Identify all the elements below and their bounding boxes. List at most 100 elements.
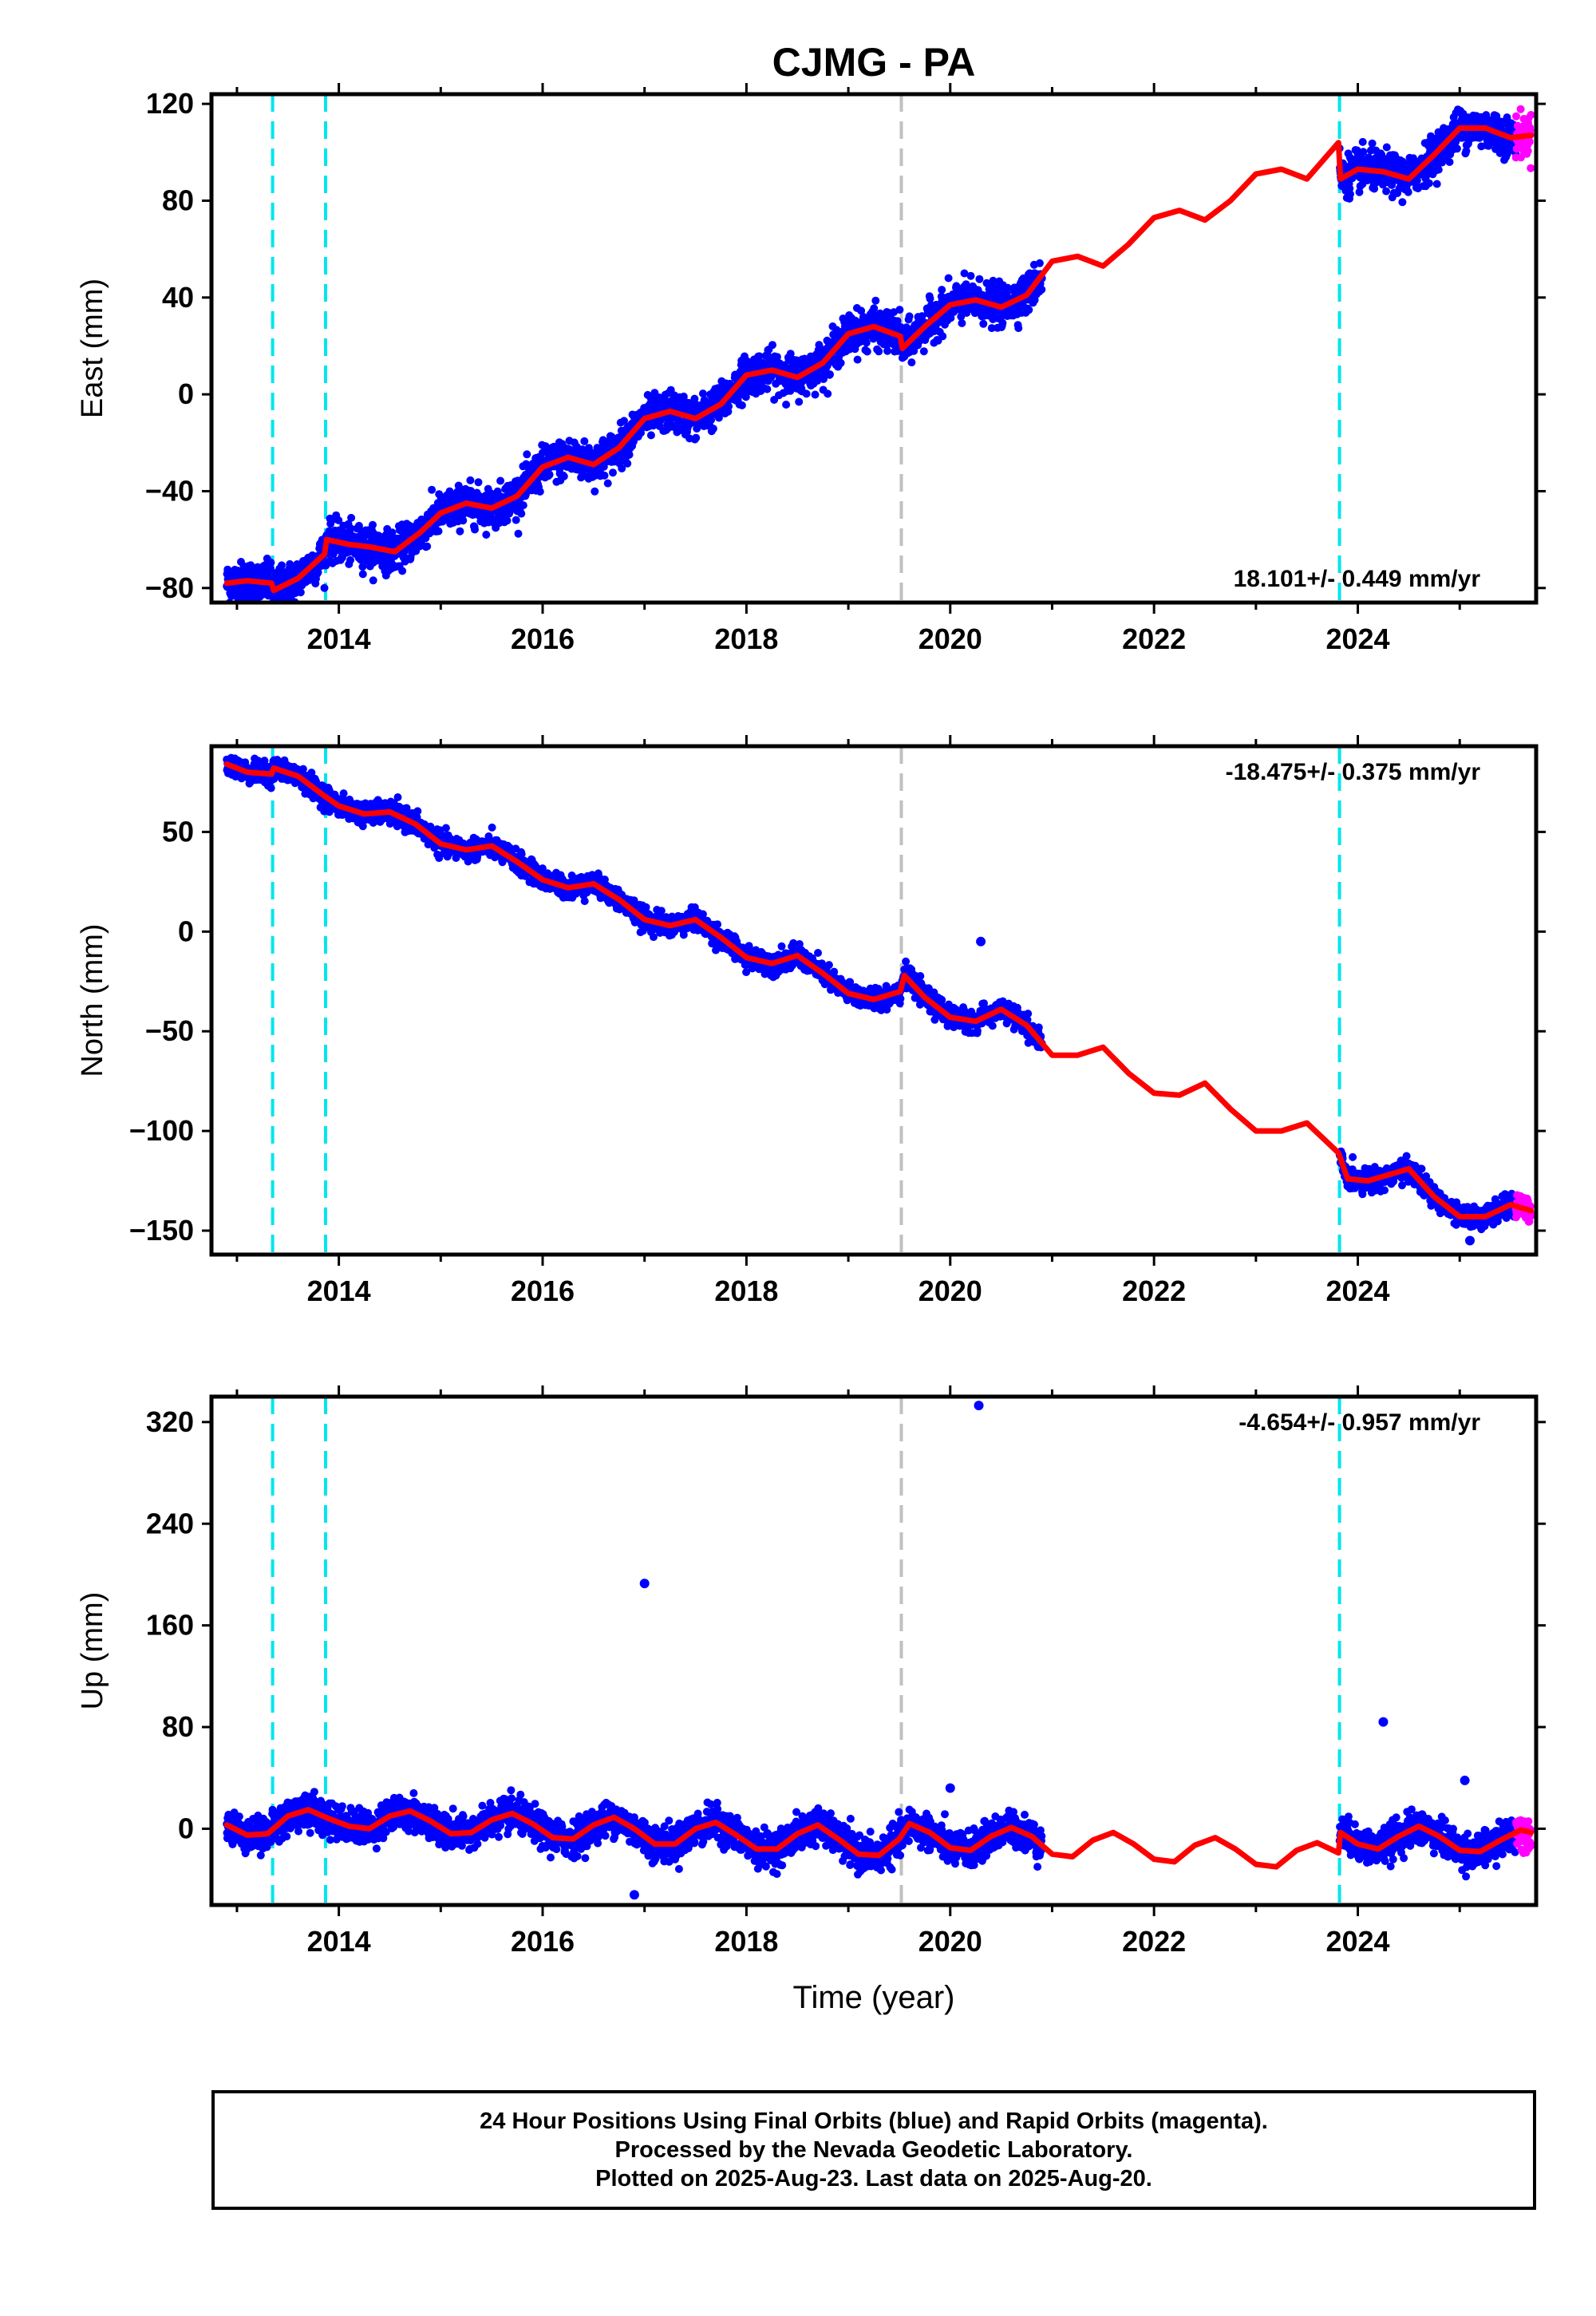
final-orbit-point — [938, 332, 947, 341]
final-orbit-point — [503, 516, 512, 525]
final-orbit-point — [875, 347, 883, 356]
final-orbit-point — [975, 275, 984, 283]
final-orbit-point — [402, 804, 411, 812]
rapid-orbit-point — [1525, 137, 1534, 146]
rapid-orbit-point — [1527, 164, 1535, 172]
figure-title: CJMG - PA — [772, 40, 976, 85]
final-orbit-point — [905, 312, 914, 321]
x-tick-label: 2016 — [511, 622, 575, 655]
final-orbit-point — [466, 476, 475, 484]
final-orbit-point — [413, 807, 422, 816]
final-orbit-point — [1445, 158, 1454, 166]
plot-frame — [209, 92, 1539, 605]
final-orbit-point — [853, 355, 862, 364]
final-orbit-point — [737, 401, 746, 409]
final-orbit-point — [863, 347, 871, 356]
final-orbit-point — [768, 341, 776, 350]
final-orbit-point — [871, 296, 880, 305]
x-tick-label: 2024 — [1325, 622, 1389, 655]
final-orbit-point — [1035, 259, 1044, 267]
final-orbit-point — [559, 472, 568, 480]
final-orbit-point — [1370, 184, 1379, 193]
model-curve — [223, 125, 1535, 594]
final-orbit-point — [278, 561, 286, 570]
final-orbit-point — [298, 765, 307, 773]
final-orbit-point — [393, 793, 402, 801]
final-orbit-point — [1452, 144, 1461, 153]
final-orbit-point — [346, 555, 354, 564]
final-orbit-point — [580, 437, 589, 445]
final-orbit-point — [1462, 147, 1471, 156]
final-orbit-point — [1014, 324, 1023, 333]
final-orbit-point — [519, 501, 527, 510]
final-orbit-point — [862, 338, 871, 347]
final-orbit-point — [314, 568, 322, 577]
final-orbit-point — [514, 529, 523, 538]
final-orbit-point — [535, 488, 544, 496]
final-orbit-point — [623, 459, 632, 468]
final-orbit-point — [987, 324, 996, 333]
final-orbit-point — [1025, 306, 1033, 314]
final-orbit-point — [456, 527, 464, 536]
final-orbit-point — [926, 294, 934, 303]
final-orbit-point — [603, 479, 612, 488]
final-orbit-point — [1424, 179, 1433, 188]
final-orbit-point — [620, 417, 628, 425]
final-orbit-point — [1368, 139, 1377, 148]
final-orbit-point — [346, 524, 355, 533]
final-orbit-point — [428, 485, 437, 494]
final-orbit-point — [358, 563, 367, 571]
final-orbit-point — [811, 390, 820, 399]
final-orbit-point — [320, 583, 329, 592]
final-orbit-point — [966, 271, 975, 280]
final-orbit-point — [1432, 180, 1441, 188]
final-orbit-point — [625, 450, 634, 459]
final-orbit-point — [979, 319, 988, 328]
x-tick-label: 2018 — [714, 622, 778, 655]
final-orbit-point — [1355, 188, 1364, 196]
final-orbit-point — [482, 531, 491, 539]
final-orbit-point — [591, 487, 599, 496]
final-orbit-point — [709, 425, 717, 433]
final-orbit-point — [857, 306, 866, 315]
y-tick-label: −40 — [145, 474, 194, 507]
final-orbit-point — [1003, 283, 1012, 292]
final-orbit-point — [802, 389, 811, 398]
final-orbit-point — [755, 352, 764, 361]
final-orbit-point — [962, 280, 970, 289]
final-orbit-point — [836, 358, 845, 367]
final-orbit-point — [296, 588, 305, 597]
final-orbit-point — [895, 306, 904, 314]
y-axis-label: East (mm) — [76, 279, 109, 418]
final-orbit-point — [260, 561, 269, 570]
rapid-orbit-point — [1523, 147, 1532, 155]
final-orbit-point — [580, 897, 589, 906]
y-tick-label: 120 — [146, 87, 194, 120]
final-orbit-point — [369, 576, 377, 585]
final-orbit-point — [1398, 198, 1407, 207]
final-orbit-point — [910, 346, 918, 355]
rate-label: 18.101+/- 0.449 mm/yr — [1234, 566, 1481, 592]
final-orbit-point — [883, 346, 891, 355]
final-orbit-point — [398, 567, 407, 575]
final-orbit-point — [267, 784, 275, 792]
final-orbit-point — [512, 516, 520, 524]
final-orbit-point — [329, 550, 338, 559]
final-orbit-point — [523, 450, 531, 459]
final-orbit-point — [609, 468, 617, 477]
final-orbit-point — [471, 525, 479, 534]
final-orbit-point — [358, 570, 367, 579]
final-orbit-point — [725, 402, 733, 411]
final-orbit-point — [388, 528, 397, 537]
y-tick-label: 0 — [178, 377, 194, 410]
final-orbit-point — [307, 769, 316, 777]
final-orbit-point — [441, 824, 450, 832]
final-orbit-point — [618, 464, 626, 472]
final-orbit-point — [1382, 143, 1391, 152]
final-orbit-point — [795, 397, 804, 406]
x-tick-label: 2020 — [918, 622, 982, 655]
final-orbit-point — [998, 318, 1007, 327]
rapid-orbit-point — [1516, 105, 1525, 113]
